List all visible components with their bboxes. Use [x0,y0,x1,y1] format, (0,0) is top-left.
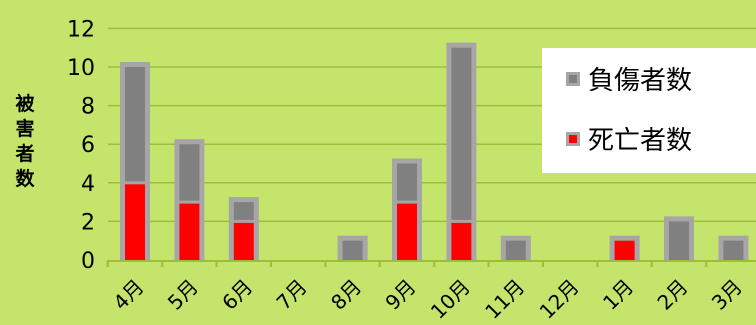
bar-group [500,235,531,260]
y-tick-label: 2 [81,210,95,235]
bar-group [120,62,150,260]
x-tick-label: 7月 [272,275,312,315]
bar-group [664,216,694,260]
bar-injured [397,163,417,201]
bar-injured [505,240,526,260]
bar-death [233,222,254,260]
y-tick-label: 8 [81,95,95,120]
y-axis-label-char: 者 [15,143,34,165]
legend-label: 負傷者数 [588,66,692,96]
legend-label: 死亡者数 [588,126,692,156]
legend-box [542,48,756,173]
bar-group [609,235,640,260]
y-tick-label: 6 [81,133,95,158]
x-tick-label: 3月 [707,275,747,315]
bar-group [228,197,259,260]
x-axis: 4月 5月 6月 7月 8月 9月 10月 11月 12月 1月 2月 3月 [106,260,756,324]
bar-group [392,158,422,260]
y-tick-label: 0 [81,249,95,274]
bar-injured [669,221,689,260]
y-axis-label-char: 害 [15,117,34,140]
x-tick-label: 4月 [108,275,148,315]
y-tick-label: 12 [67,17,95,42]
bar-death [179,203,200,260]
x-tick-label: 12月 [535,275,584,324]
x-tick-label: 10月 [426,275,475,324]
x-tick-label: 9月 [380,275,420,315]
bar-injured [451,47,472,220]
x-tick-label: 8月 [326,275,366,315]
x-tick-label: 6月 [217,275,257,315]
grid-lines [108,27,756,223]
bars [120,42,749,261]
y-tick-label: 10 [67,56,95,81]
bar-injured [233,202,254,220]
bar-injured [342,240,363,260]
bar-injured [723,240,744,260]
bar-injured [179,144,200,201]
bar-death [614,240,635,260]
x-tick-label: 1月 [598,275,638,315]
bar-injured [125,67,145,182]
bar-death [451,222,472,260]
bar-death [397,203,417,260]
bar-group [446,42,477,261]
bar-death [125,184,145,260]
x-tick-label: 2月 [652,275,692,315]
y-axis-label-char: 数 [15,167,35,190]
bar-group [337,235,368,260]
bar-group [174,139,205,260]
x-tick-label: 5月 [163,275,203,315]
legend-swatch [569,135,577,143]
y-axis-label-char: 被 [15,92,34,115]
x-tick-label: 11月 [480,275,529,324]
bar-group [718,235,749,260]
legend-swatch [569,75,577,83]
y-tick-labels: 0 2 4 6 8 10 12 [67,17,95,274]
y-tick-label: 4 [81,172,95,197]
